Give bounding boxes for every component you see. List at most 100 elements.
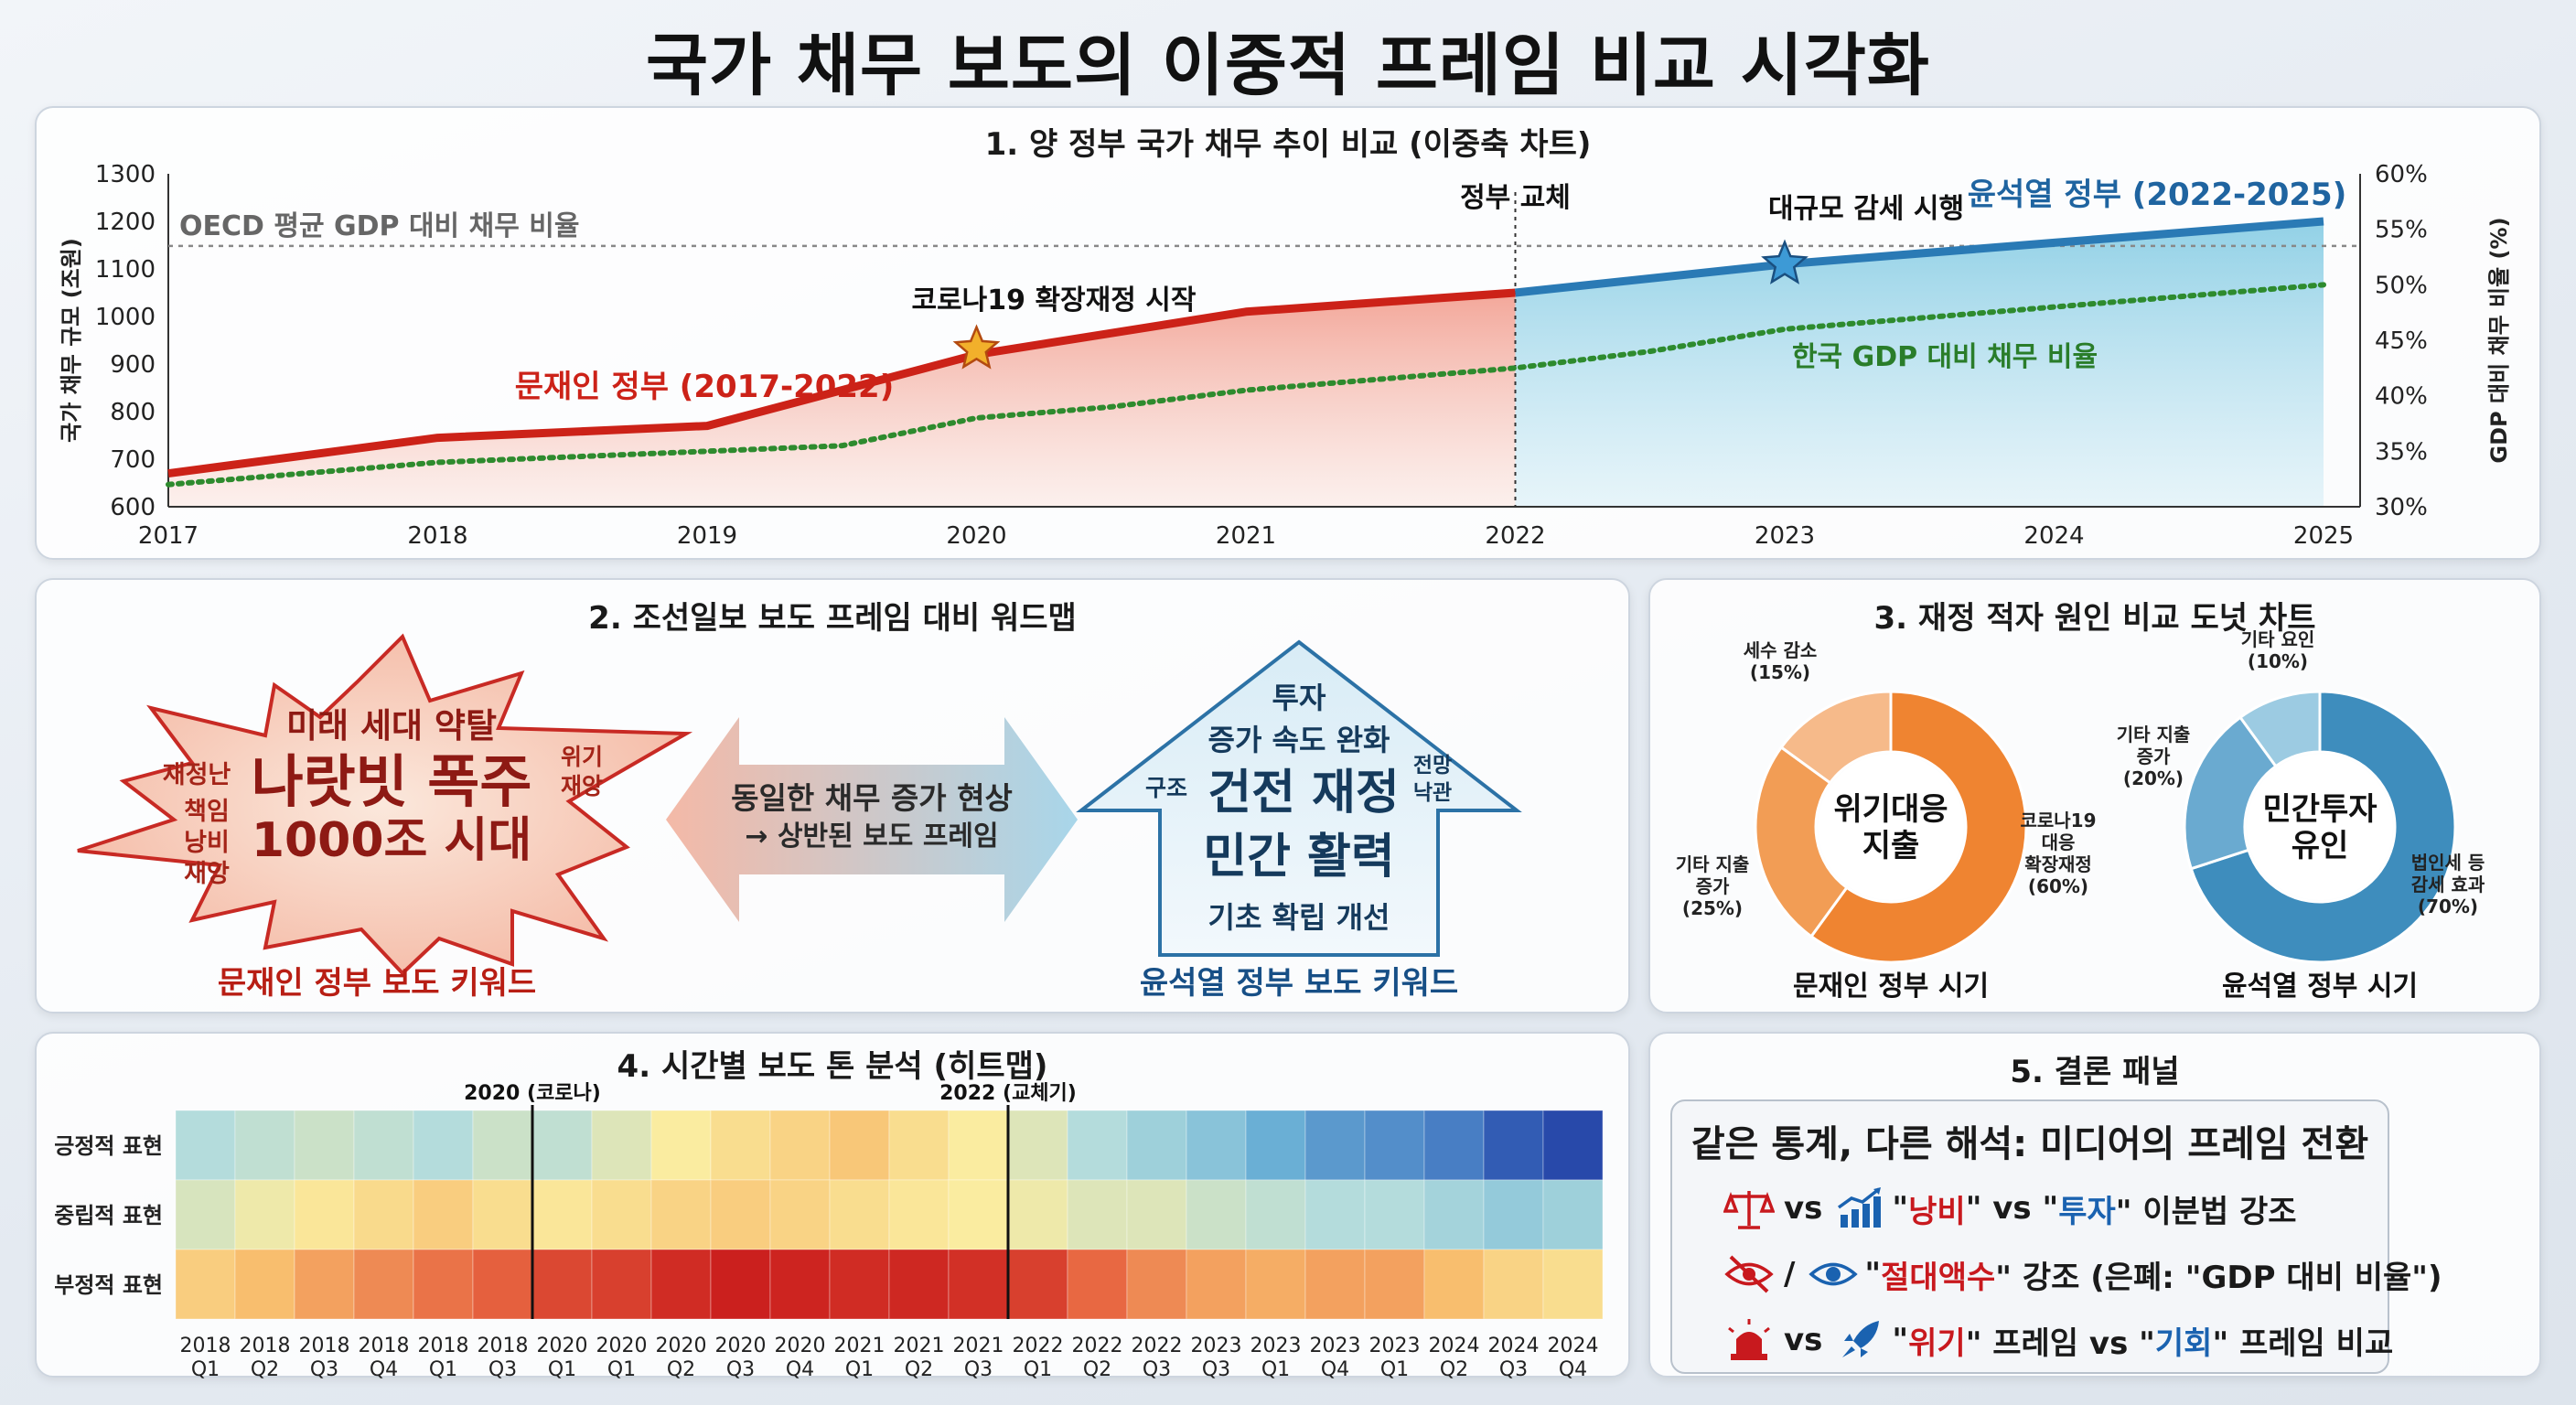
heatmap-cell — [1423, 1249, 1485, 1320]
heatmap-col-quarter: Q1 — [429, 1358, 457, 1379]
slice-label: 코로나19 대응 확장재정 (60%) — [2020, 810, 2096, 897]
y-left-tick: 1000 — [95, 304, 156, 331]
heatmap-col-quarter: Q1 — [845, 1358, 874, 1379]
heatmap-marker-label: 2020 (코로나) — [464, 1082, 601, 1105]
vs-label: vs — [1784, 1190, 1823, 1227]
explosion-burst-shape — [77, 633, 693, 976]
heatmap-cell — [1304, 1249, 1366, 1320]
heatmap-col-quarter: Q2 — [251, 1358, 279, 1379]
donut-charts: 코로나19 대응 확장재정 (60%) 기타 지출 증가 (25%) 세수 감소 (15%) 위기… — [1676, 628, 2485, 1003]
donut-slice — [1779, 690, 1893, 785]
y-left-tick: 800 — [110, 399, 156, 426]
taxcut-label: 대규모 감세 시행 — [1768, 193, 1964, 225]
donut-hole — [2247, 754, 2393, 900]
x-tick: 2018 — [407, 522, 467, 550]
rocket-icon — [1842, 1321, 1880, 1357]
heatmap-cell — [1423, 1110, 1485, 1181]
heatmap-cell — [1245, 1110, 1306, 1181]
y-right-tick: 40% — [2375, 383, 2428, 411]
heatmap-cell — [1067, 1249, 1128, 1320]
heatmap-cell — [472, 1179, 533, 1250]
heatmap-col-year: 2020 — [775, 1335, 826, 1357]
heatmap-cell — [591, 1179, 652, 1250]
heatmap-col-year: 2023 — [1310, 1335, 1361, 1357]
heatmap-cell — [1007, 1110, 1068, 1181]
donut-slice — [2183, 715, 2278, 871]
slice-label: 기타 지출 증가 (25%) — [1676, 853, 1750, 919]
heatmap-cell — [353, 1179, 414, 1250]
row-text: " 프레임 비교 — [2212, 1325, 2394, 1362]
arrow-side-word: 낙관 — [1413, 781, 1452, 805]
heatmap-col-year: 2023 — [1369, 1335, 1421, 1357]
arrow-side-word: 전망 — [1413, 754, 1452, 778]
y-left-tick: 1300 — [95, 161, 156, 188]
quote-text: " — [1892, 1322, 1909, 1358]
moon-keywords-caption: 문재인 정부 보도 키워드 — [218, 965, 536, 1002]
red-keyword: 위기 — [1908, 1325, 1966, 1362]
slice-label: 세수 감소 (15%) — [1744, 639, 1818, 683]
heatmap-cell — [234, 1249, 295, 1320]
panel5-title: 5. 결론 패널 — [2010, 1054, 2180, 1090]
arrow-main-word-2: 민간 활력 — [1203, 830, 1394, 885]
heatmap-cell — [1007, 1249, 1068, 1320]
y-left-tick: 700 — [110, 446, 156, 474]
donut-center-label: 지출 — [1862, 828, 1920, 864]
heatmap-cell — [1364, 1249, 1425, 1320]
arrow-side-word: 구조 — [1145, 775, 1187, 801]
heatmap-cell — [472, 1249, 533, 1320]
heatmap-cell — [650, 1179, 712, 1250]
page-title: 국가 채무 보도의 이중적 프레임 비교 시각화 — [645, 27, 1930, 105]
heatmap-cell — [591, 1249, 652, 1320]
heatmap-col-year: 2020 — [596, 1335, 648, 1357]
heatmap-col-quarter: Q3 — [726, 1358, 755, 1379]
conclusion-panel: 5. 결론 패널 같은 통계, 다른 해석: 미디어의 프레임 전환 vs " 낭… — [1648, 1032, 2541, 1378]
heatmap-col-year: 2018 — [418, 1335, 469, 1357]
yoon-series-label: 윤석열 정부 (2022-2025) — [1968, 177, 2347, 213]
heatmap-cell — [413, 1179, 474, 1250]
heatmap-col-quarter: Q1 — [548, 1358, 576, 1379]
y-left-tick: 900 — [110, 351, 156, 379]
heatmap-cell — [175, 1249, 236, 1320]
burst-side-word: 책임 — [184, 798, 230, 826]
heatmap-cell — [294, 1249, 355, 1320]
double-arrow-shape — [666, 717, 1078, 922]
heatmap-col-quarter: Q3 — [1143, 1358, 1171, 1379]
moon-series-label: 문재인 정부 (2017-2022) — [515, 369, 895, 405]
heatmap-cell — [531, 1179, 593, 1250]
heatmap-col-year: 2022 — [1072, 1335, 1123, 1357]
heatmap-cell — [1483, 1179, 1544, 1250]
heatmap-cell — [531, 1249, 593, 1320]
heatmap-col-year: 2018 — [359, 1335, 410, 1357]
donut-center-label: 위기대응 — [1833, 791, 1948, 828]
heatmap-col-year: 2018 — [180, 1335, 231, 1357]
vs-label: vs — [1784, 1322, 1823, 1358]
x-tick: 2021 — [1216, 522, 1276, 550]
red-keyword: 절대액수 — [1881, 1259, 1996, 1296]
moon-debt-line — [167, 288, 1516, 478]
heatmap-cell — [413, 1110, 474, 1181]
heatmap-col-year: 2023 — [1250, 1335, 1302, 1357]
donut-hole — [1818, 754, 1964, 900]
heatmap-cell — [1542, 1179, 1604, 1250]
heatmap-col-year: 2023 — [1191, 1335, 1242, 1357]
heatmap-col-year: 2024 — [1548, 1335, 1599, 1357]
heatmap-cell — [1423, 1179, 1485, 1250]
panel2-title: 2. 조선일보 보도 프레임 대비 워드맵 — [588, 600, 1077, 637]
heatmap-cell — [1364, 1110, 1425, 1181]
heatmap-cell — [1245, 1179, 1306, 1250]
donut-slice — [2238, 690, 2322, 768]
heatmap-cell — [353, 1110, 414, 1181]
heatmap-row-label: 부정적 표현 — [54, 1272, 163, 1298]
yoon-keywords-caption: 윤석열 정부 보도 키워드 — [1140, 965, 1458, 1002]
slice-label: 기타 요인 (10%) — [2241, 628, 2315, 672]
heatmap-col-quarter: Q1 — [1024, 1358, 1052, 1379]
heatmap-col-year: 2022 — [1013, 1335, 1064, 1357]
eye-slash-icon — [1724, 1255, 1774, 1293]
heatmap-cell — [1186, 1249, 1247, 1320]
burst-side-word: 낭비 — [184, 829, 230, 857]
heatmap-cell — [1245, 1249, 1306, 1320]
heatmap-cell — [1126, 1249, 1187, 1320]
heatmap-cell — [769, 1179, 831, 1250]
donut-slice — [1809, 690, 2028, 964]
y-right-tick: 55% — [2375, 217, 2428, 244]
